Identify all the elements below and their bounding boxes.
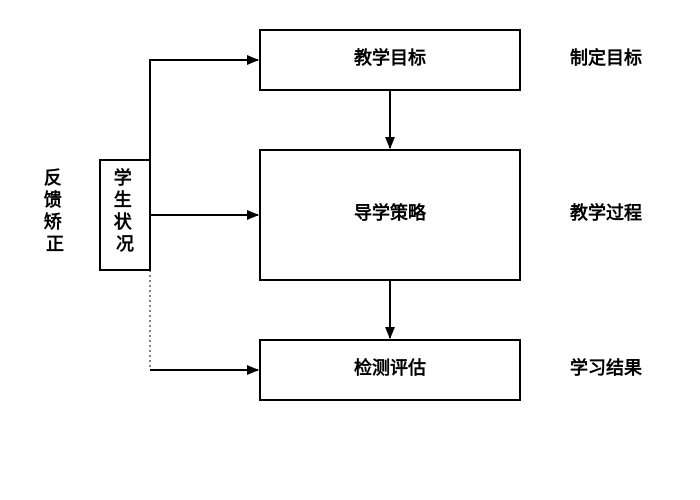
- arrow-student-to-goal: [150, 60, 258, 170]
- label-strategy: 导学策略: [354, 202, 427, 223]
- side-label-feedback: 反 馈 矫 正: [44, 168, 67, 254]
- student-char-2: 生: [114, 189, 132, 210]
- student-char-1: 学: [114, 167, 132, 188]
- side-label-goal: 制定目标: [570, 47, 642, 68]
- side-label-result: 学习结果: [570, 357, 643, 378]
- label-goal: 教学目标: [354, 47, 426, 68]
- student-char-3: 状: [114, 211, 133, 232]
- feedback-char-3: 矫: [44, 211, 62, 232]
- label-student: 学 生 状 况: [114, 167, 137, 254]
- feedback-char-4: 正: [46, 234, 64, 254]
- side-label-process: 教学过程: [570, 202, 642, 223]
- flowchart-canvas: 教学目标 导学策略 检测评估 学 生 状 况 制定目标 教学过程 学习结果 反 …: [0, 0, 700, 500]
- feedback-char-1: 反: [44, 168, 62, 188]
- label-assess: 检测评估: [354, 357, 426, 378]
- feedback-char-2: 馈: [44, 189, 62, 210]
- student-char-4: 况: [116, 234, 134, 254]
